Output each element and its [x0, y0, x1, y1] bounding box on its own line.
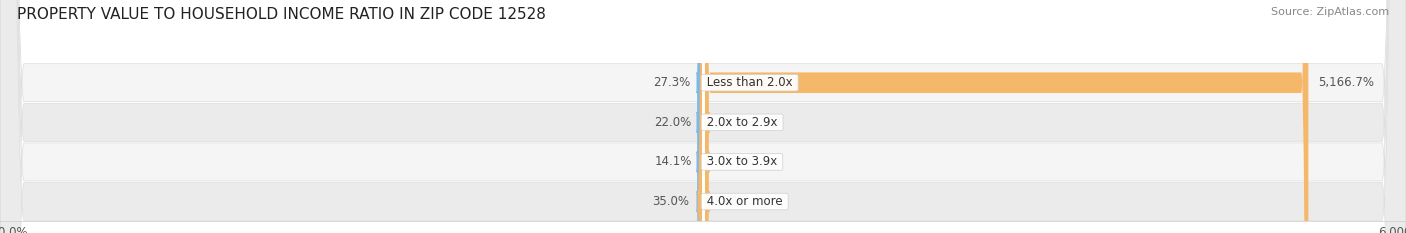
Text: 3.0x to 3.9x: 3.0x to 3.9x: [703, 155, 780, 168]
Text: Source: ZipAtlas.com: Source: ZipAtlas.com: [1271, 7, 1389, 17]
Text: 22.0%: 22.0%: [654, 116, 692, 129]
FancyBboxPatch shape: [696, 0, 706, 233]
FancyBboxPatch shape: [696, 0, 707, 233]
Text: 14.1%: 14.1%: [655, 155, 692, 168]
FancyBboxPatch shape: [703, 0, 1309, 233]
Text: 9.0%: 9.0%: [713, 195, 744, 208]
Text: 2.0x to 2.9x: 2.0x to 2.9x: [703, 116, 782, 129]
Text: 27.3%: 27.3%: [654, 76, 690, 89]
Text: 29.5%: 29.5%: [716, 116, 754, 129]
FancyBboxPatch shape: [697, 0, 710, 233]
Text: 35.0%: 35.0%: [652, 195, 689, 208]
FancyBboxPatch shape: [700, 0, 710, 233]
Text: 32.9%: 32.9%: [716, 155, 754, 168]
Text: 5,166.7%: 5,166.7%: [1317, 76, 1374, 89]
Text: Less than 2.0x: Less than 2.0x: [703, 76, 796, 89]
FancyBboxPatch shape: [696, 0, 709, 233]
Text: PROPERTY VALUE TO HOUSEHOLD INCOME RATIO IN ZIP CODE 12528: PROPERTY VALUE TO HOUSEHOLD INCOME RATIO…: [17, 7, 546, 22]
Text: 4.0x or more: 4.0x or more: [703, 195, 786, 208]
FancyBboxPatch shape: [696, 0, 707, 233]
FancyBboxPatch shape: [699, 0, 710, 233]
